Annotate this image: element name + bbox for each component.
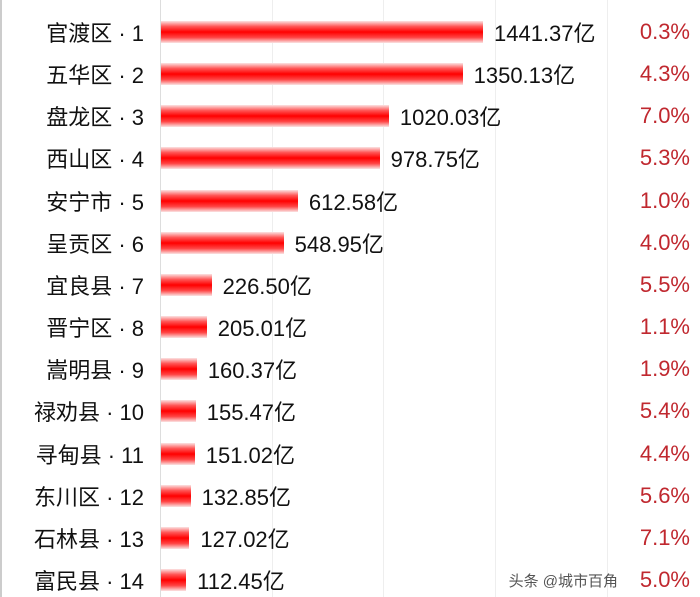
bar (161, 63, 463, 86)
bar (161, 526, 190, 549)
bar (161, 442, 195, 465)
growth-label: 1.0% (639, 187, 690, 213)
growth-label: 4.0% (639, 229, 690, 255)
category-label: 呈贡区 · 6 (46, 231, 144, 257)
category-label: 石林县 · 13 (33, 526, 144, 552)
value-label: 978.75亿 (390, 147, 480, 173)
category-label: 富民县 · 14 (33, 568, 144, 594)
growth-label: 1.1% (639, 314, 690, 340)
value-label: 132.85亿 (201, 484, 291, 510)
bar (161, 105, 389, 128)
value-label: 1350.13亿 (473, 63, 576, 89)
category-label: 安宁市 · 5 (46, 189, 144, 215)
category-label: 宜良县 · 7 (46, 273, 144, 299)
growth-label: 7.1% (639, 524, 690, 550)
category-label: 晋宁区 · 8 (46, 316, 144, 342)
left-border (0, 0, 2, 597)
growth-label: 1.9% (639, 356, 690, 382)
category-label: 官渡区 · 1 (46, 21, 144, 46)
bar (161, 231, 284, 254)
gridline (383, 0, 385, 597)
watermark: 头条 @城市百角 (508, 573, 618, 590)
value-label: 548.95亿 (294, 231, 384, 257)
category-label: 嵩明县 · 9 (46, 358, 144, 384)
growth-label: 5.0% (639, 566, 690, 592)
bar (161, 484, 191, 507)
bar (161, 400, 196, 423)
growth-label: 5.4% (639, 398, 690, 424)
value-label: 226.50亿 (222, 273, 312, 299)
growth-label: 5.5% (639, 271, 690, 297)
category-label: 五华区 · 2 (46, 63, 144, 89)
value-label: 205.01亿 (217, 316, 308, 342)
growth-label: 4.3% (639, 61, 690, 87)
bar (161, 273, 212, 296)
growth-label: 5.3% (639, 145, 690, 171)
growth-label: 0.3% (639, 19, 690, 44)
category-label: 盘龙区 · 3 (46, 105, 144, 131)
value-label: 151.02亿 (205, 442, 296, 468)
growth-label: 4.4% (639, 440, 690, 466)
value-label: 1441.37亿 (494, 21, 596, 46)
value-label: 112.45亿 (197, 568, 285, 594)
growth-label: 7.0% (639, 103, 690, 129)
category-label: 禄劝县 · 10 (33, 400, 144, 426)
category-label: 寻甸县 · 11 (35, 442, 144, 468)
value-label: 160.37亿 (207, 358, 298, 384)
category-label: 东川区 · 12 (33, 484, 144, 510)
gridline (271, 0, 273, 597)
bar (161, 21, 483, 43)
category-label: 西山区 · 4 (46, 147, 144, 173)
value-label: 1020.03亿 (399, 105, 502, 131)
y-axis-line (160, 0, 161, 597)
value-label: 127.02亿 (200, 526, 290, 552)
gridline (606, 0, 608, 597)
bar (161, 358, 197, 381)
value-label: 612.58亿 (308, 189, 399, 215)
gridline (495, 0, 497, 597)
value-label: 155.47亿 (206, 400, 297, 426)
bar (161, 189, 298, 212)
growth-label: 5.6% (639, 482, 690, 508)
bar (161, 568, 187, 591)
bar (161, 316, 207, 339)
bar (161, 147, 380, 170)
